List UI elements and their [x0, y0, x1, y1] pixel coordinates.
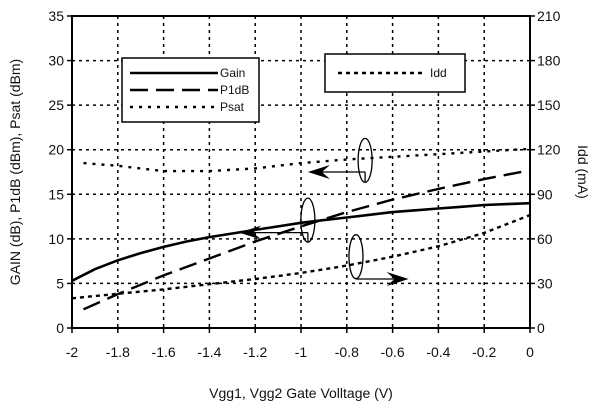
annotation-ellipse-3: [348, 234, 364, 280]
x-tick-label: 0: [526, 344, 534, 360]
y-right-tick-label: 210: [537, 8, 561, 24]
x-tick-label: -0.8: [335, 344, 359, 360]
x-tick-label: -0.6: [381, 344, 405, 360]
y-right-tick-label: 120: [537, 142, 561, 158]
annotation-layer: [239, 137, 409, 286]
legend-left-label-p1db: P1dB: [220, 83, 249, 97]
y-left-tick-label: 10: [48, 231, 64, 247]
axis-ticks: -2 -1.8 -1.6 -1.4 -1.2 -1 -0.8 -0.6 -0.4 -0.2 0051…: [48, 8, 560, 360]
x-tick-label: -1.2: [243, 344, 267, 360]
x-tick-label: -2: [66, 344, 79, 360]
series-line-psat: [83, 147, 531, 173]
x-tick-label: -0.4: [426, 344, 450, 360]
y-right-tick-label: 180: [537, 53, 561, 69]
legend-left-label-gain: Gain: [220, 66, 245, 80]
y-left-tick-label: 5: [56, 275, 64, 291]
legend-right-label-idd: Idd: [430, 66, 447, 80]
legend-right: Idd: [324, 53, 466, 93]
annotation-arrow-head-1: [307, 165, 330, 179]
series-line-p1db: [83, 169, 531, 311]
legend-left-label-psat: Psat: [220, 100, 245, 114]
y-left-tick-label: 20: [48, 142, 64, 158]
y-right-tick-label: 0: [537, 320, 545, 336]
x-axis-title: Vgg1, Vgg2 Gate Volltage (V): [209, 385, 393, 401]
annotation-arrow-head-2: [239, 225, 262, 240]
x-tick-label: -1.8: [106, 344, 130, 360]
y-right-tick-label: 30: [537, 275, 553, 291]
y-left-tick-label: 15: [48, 186, 64, 202]
y-left-tick-label: 30: [48, 53, 64, 69]
x-tick-label: -1: [295, 344, 308, 360]
y-right-tick-label: 150: [537, 97, 561, 113]
y-left-tick-label: 0: [56, 320, 64, 336]
x-tick-label: -1.6: [152, 344, 176, 360]
y-axis-right-title: Idd (mA): [575, 145, 591, 199]
annotation-arrow-head-3: [386, 271, 409, 286]
y-right-tick-label: 60: [537, 231, 553, 247]
y-left-tick-label: 35: [48, 8, 64, 24]
legend-left: Gain P1dB Psat: [121, 57, 260, 123]
x-tick-label: -0.2: [472, 344, 496, 360]
series-line-idd: [71, 213, 531, 300]
y-axis-left-title: GAIN (dB), P1dB (dBm), Psat (dBm): [7, 59, 23, 285]
x-tick-label: -1.4: [197, 344, 221, 360]
y-right-tick-label: 90: [537, 186, 553, 202]
y-left-tick-label: 25: [48, 97, 64, 113]
